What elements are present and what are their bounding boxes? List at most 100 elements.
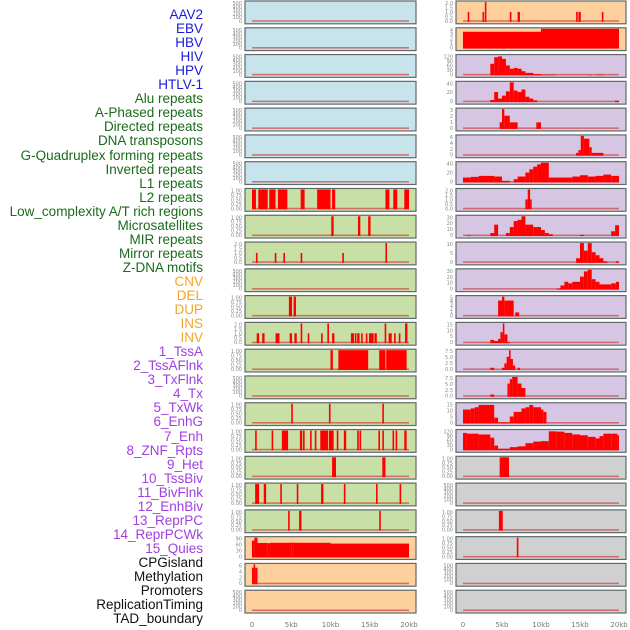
row-label: ReplicationTiming [96,597,203,613]
data-bar [611,175,619,183]
data-bar [525,443,534,451]
y-tick-label: 0 [239,19,242,25]
row-label: INS [180,316,203,332]
data-bar [587,176,596,183]
panel-background [244,107,417,132]
data-bar [533,227,541,237]
data-bar [517,11,520,22]
y-tick-label: 100 [232,15,242,21]
x-tick-label: 0 [461,621,465,629]
y-tick-label: 200 [443,574,453,580]
data-bar [543,411,547,424]
data-bar [513,221,518,237]
data-bar [498,338,501,344]
data-bar [517,176,526,183]
y-tick-label: 0.00 [231,313,242,319]
data-bar [255,252,258,263]
data-bar [513,67,518,76]
y-tick-label: 0.75 [442,514,453,520]
y-tick-label: 300 [443,597,453,603]
y-tick-label: 500 [232,1,242,7]
y-tick-label: 40 [447,81,453,87]
y-tick-label: 0.75 [231,461,242,467]
row-label: Directed repeats [103,119,203,135]
data-bar [354,333,357,344]
data-bar [257,542,268,558]
data-bar [342,252,344,263]
y-tick-label: 0 [450,99,453,105]
data-bar [595,175,604,183]
panel-background [455,80,627,105]
y-tick-label: 200 [443,494,453,500]
baseline [463,395,619,397]
data-bar [615,281,619,290]
data-bar [294,333,297,344]
y-tick-label: 0.25 [231,309,242,315]
data-bar [328,403,331,424]
data-bar [332,457,336,478]
data-bar [321,484,324,504]
data-bar [512,365,516,370]
data-bar [382,403,384,424]
y-tick-label: 300 [232,8,242,14]
data-bar [515,312,520,317]
data-bar [399,484,402,504]
panel-background [455,589,627,614]
data-bar [490,63,495,76]
y-tick-label: 100 [232,42,242,48]
row-label: CPGisland [138,554,203,570]
row-label: DEL [176,288,203,303]
y-tick-label: 2 [450,306,453,312]
row-label: 14_ReprPCWk [112,526,203,542]
y-tick-label: 0.75 [231,354,242,360]
y-tick-label: 0.25 [442,550,453,556]
data-bar [494,340,499,344]
y-tick-label: 0.0 [445,394,453,400]
data-bar [525,224,534,237]
panel-background [244,214,417,239]
y-tick-label: 0.50 [231,438,242,444]
y-tick-label: 0.25 [231,443,242,449]
y-tick-label: 0 [239,394,242,400]
row-label: L2 repeats [139,189,203,205]
panel-background [455,482,627,507]
y-tick-label: 3 [450,303,453,309]
data-bar [525,172,530,183]
data-bar [494,92,499,103]
y-tick-label: 10 [447,328,453,334]
y-tick-label: 500 [232,269,242,275]
data-bar [521,216,526,237]
panel-right: 10 5 0 [447,241,627,266]
y-tick-label: 4 [450,28,453,34]
y-tick-label: 0 [239,46,242,52]
y-tick-label: 0 [450,233,453,239]
y-tick-label: 500 [443,563,453,569]
y-tick-label: 1.00 [231,430,242,436]
y-tick-label: 2.0 [234,242,242,248]
data-bar [533,441,541,451]
row-label: AAV2 [169,7,203,22]
data-bar [392,430,395,451]
y-tick-label: 100 [232,176,242,182]
panel-background [244,161,417,186]
data-bar [583,250,588,263]
data-bar [587,243,592,263]
data-bar [385,243,388,263]
data-bar [299,510,302,531]
y-tick-label: 200 [232,387,242,393]
panel-background [244,589,417,614]
panel-background [455,375,627,400]
baseline [463,475,619,478]
y-tick-label: 1 [450,310,453,316]
data-bar [404,430,407,451]
data-bar [533,407,541,424]
y-tick-label: 120 [443,55,453,61]
baseline [463,207,619,210]
y-tick-label: 1.0 [234,251,242,257]
data-bar [498,448,510,451]
data-bar [580,234,584,237]
baseline [463,368,619,370]
y-tick-label: 500 [232,28,242,34]
